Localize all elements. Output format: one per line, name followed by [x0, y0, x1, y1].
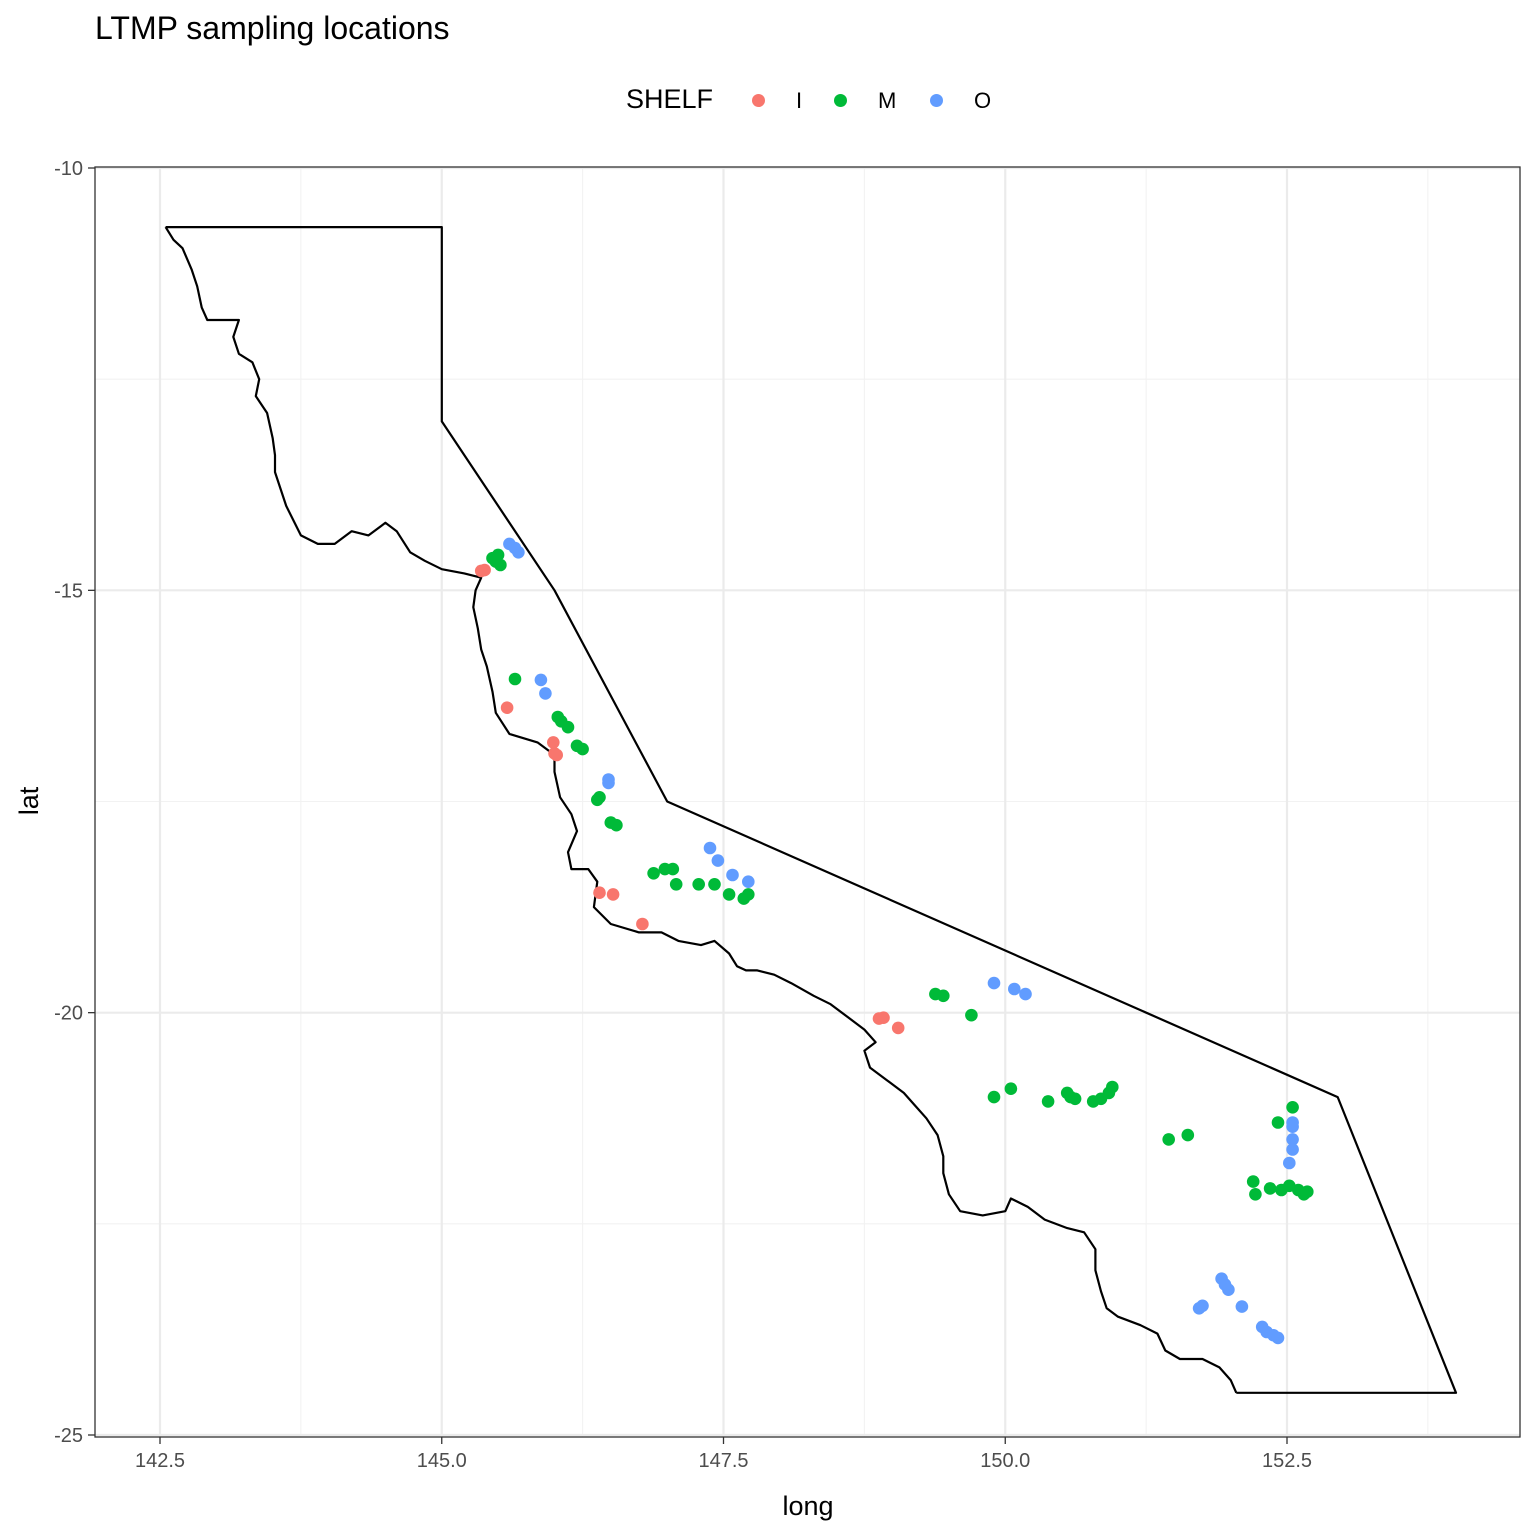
sampling-point-o	[1222, 1283, 1235, 1296]
legend-dot-o	[930, 94, 943, 107]
sampling-point-i	[593, 886, 606, 899]
grid-major	[95, 166, 1520, 1437]
y-tick-label: -15	[54, 580, 83, 602]
y-tick-label: -25	[54, 1425, 83, 1447]
series-m	[486, 548, 1314, 1201]
panel-border	[94, 166, 1521, 1438]
sampling-point-m	[1246, 1175, 1260, 1188]
sampling-point-m	[1106, 1080, 1119, 1094]
sampling-point-m	[937, 989, 950, 1003]
sampling-point-o	[1008, 982, 1021, 996]
sampling-point-m	[1004, 1082, 1018, 1095]
sampling-point-m	[508, 672, 522, 686]
sampling-point-o	[512, 546, 525, 559]
series-o	[503, 537, 1299, 1345]
sampling-point-i	[606, 888, 620, 901]
sampling-point-m	[1068, 1092, 1082, 1106]
sampling-point-o	[602, 776, 615, 790]
y-tick-label: -20	[54, 1003, 83, 1025]
sampling-point-o	[1271, 1331, 1285, 1345]
legend-label-o: O	[974, 88, 992, 113]
sampling-point-m	[489, 555, 503, 568]
sampling-point-m	[1286, 1101, 1299, 1114]
sampling-point-m	[1162, 1133, 1175, 1146]
sampling-point-m	[708, 878, 721, 891]
x-tick-label: 152.5	[1262, 1450, 1312, 1472]
sampling-point-m	[722, 888, 736, 901]
grid-minor	[95, 167, 1520, 1437]
sampling-point-o	[534, 673, 548, 687]
sampling-point-o	[711, 854, 725, 867]
sampling-point-o	[1286, 1120, 1299, 1133]
sampling-point-o	[726, 868, 739, 882]
sampling-point-o	[539, 687, 552, 700]
sampling-point-m	[593, 791, 606, 804]
sampling-point-o	[742, 875, 755, 888]
map-shapes	[164, 226, 1458, 1394]
legend-dot-m	[834, 94, 847, 107]
sampling-point-m	[1249, 1188, 1262, 1201]
sampling-point-i	[891, 1021, 905, 1035]
sampling-point-o	[1235, 1300, 1249, 1313]
sampling-point-o	[1019, 987, 1032, 1001]
sampling-point-m	[1263, 1182, 1277, 1195]
sampling-point-m	[1301, 1185, 1314, 1198]
sampling-point-i	[478, 563, 491, 577]
sampling-point-m	[666, 862, 680, 876]
boundary-outline	[165, 226, 1458, 1394]
sampling-point-i	[636, 917, 649, 931]
sampling-point-i	[547, 736, 560, 749]
sampling-point-o	[703, 841, 717, 855]
sampling-point-o	[987, 976, 1001, 990]
sampling-point-o	[1283, 1156, 1296, 1170]
coastline	[164, 226, 1238, 1394]
sampling-point-m	[610, 818, 623, 832]
sampling-point-i	[500, 701, 514, 714]
sampling-point-o	[1286, 1133, 1299, 1146]
sampling-point-m	[1181, 1128, 1195, 1142]
legend: SHELF I M O	[0, 84, 1536, 118]
sampling-point-m	[1271, 1116, 1285, 1129]
sampling-points	[474, 537, 1314, 1345]
axes: 142.5 145.0 147.5 150.0 152.5 -10 -15 -20 -25	[54, 158, 1312, 1472]
sampling-point-m	[576, 742, 589, 756]
sampling-point-o	[1286, 1143, 1299, 1156]
x-tick-label: 150.0	[980, 1450, 1030, 1472]
series-i	[474, 563, 905, 1035]
plot-title: LTMP sampling locations	[95, 10, 450, 46]
sampling-point-o	[1196, 1299, 1209, 1313]
sampling-point-m	[669, 878, 683, 891]
sampling-point-m	[1041, 1095, 1055, 1108]
x-tick-label: 145.0	[417, 1450, 467, 1472]
legend-dot-i	[752, 94, 765, 107]
y-tick-label: -10	[54, 158, 83, 180]
sampling-point-m	[647, 867, 660, 880]
x-axis-title: long	[782, 1491, 833, 1521]
x-tick-label: 147.5	[698, 1450, 748, 1472]
sampling-point-i	[877, 1011, 890, 1024]
sampling-point-m	[561, 720, 575, 734]
x-tick-label: 142.5	[135, 1450, 185, 1472]
sampling-point-m	[965, 1008, 978, 1022]
sampling-point-i	[550, 748, 563, 762]
sampling-point-m	[987, 1090, 1001, 1104]
sampling-point-m	[692, 878, 705, 891]
legend-label-m: M	[878, 88, 897, 113]
sampling-point-m	[742, 888, 755, 901]
y-axis-title: lat	[14, 786, 44, 815]
legend-title: SHELF	[626, 84, 714, 114]
legend-label-i: I	[796, 88, 803, 113]
